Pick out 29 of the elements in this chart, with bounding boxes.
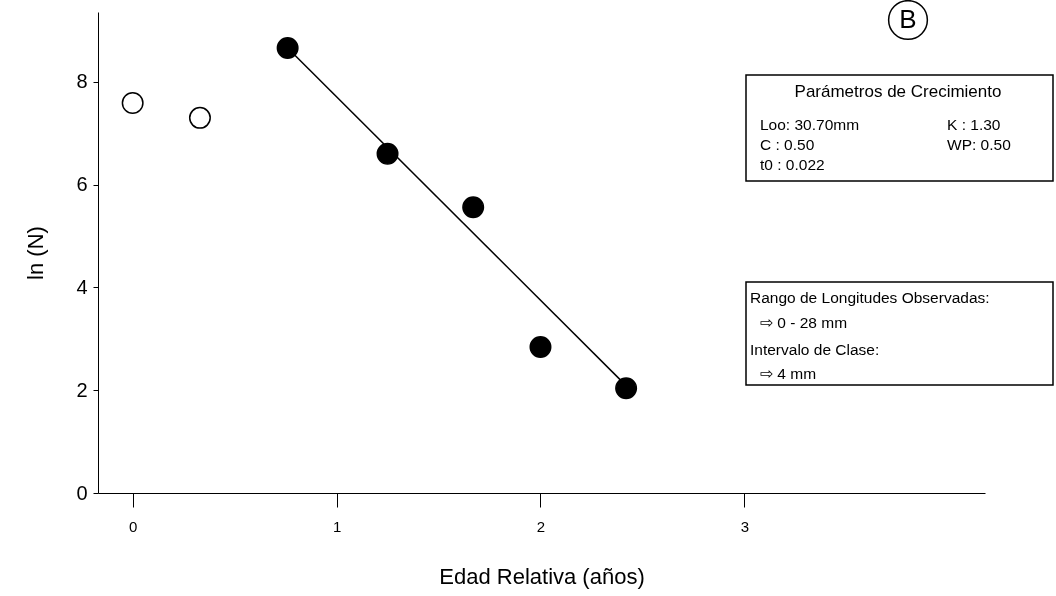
point: [121, 91, 144, 114]
annotation: K : 1.30: [947, 116, 1001, 133]
x-tick-label: 2: [536, 517, 546, 535]
annotation: C : 0.50: [760, 136, 815, 153]
annotation: B: [899, 4, 917, 34]
annotation: Rango de Longitudes Observadas:: [750, 289, 990, 306]
annotation: Parámetros de Crecimiento: [794, 82, 1002, 101]
y-tick-label: 0: [76, 481, 88, 504]
point: [376, 142, 399, 165]
y-tick-label: 2: [76, 378, 88, 401]
y-tick-label: 4: [76, 275, 88, 298]
annotation: Loo: 30.70mm: [760, 116, 860, 133]
annotation: Intervalo de Clase:: [750, 341, 880, 358]
point: [276, 37, 299, 59]
x-tick-label: 3: [740, 517, 750, 535]
point: [188, 106, 211, 129]
point: [462, 196, 485, 219]
x-axis-title: Edad Relativa (años): [439, 563, 645, 589]
annotation: ⇨ 0 - 28 mm: [760, 314, 848, 331]
annotation: ⇨ 4 mm: [760, 365, 817, 382]
x-tick-label: 1: [332, 517, 342, 535]
point: [615, 377, 638, 400]
annotation: WP: 0.50: [947, 136, 1012, 153]
point: [529, 336, 552, 359]
y-tick-label: 8: [76, 70, 88, 93]
x-tick-label: 0: [128, 517, 138, 535]
y-axis-title: ln (N): [23, 226, 49, 280]
y-tick-label: 6: [76, 173, 88, 196]
annotation: t0 : 0.022: [760, 156, 825, 173]
